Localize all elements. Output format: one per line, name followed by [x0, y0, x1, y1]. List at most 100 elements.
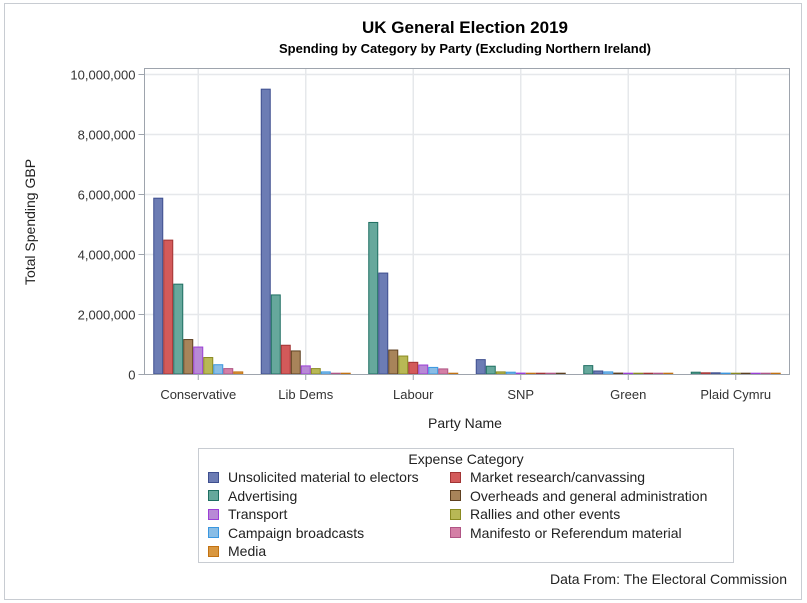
x-axis-label: Party Name [428, 415, 502, 431]
legend-swatch [450, 508, 461, 520]
bar-snp-transport [515, 372, 526, 375]
bar-labour-advertising [368, 221, 379, 375]
bar-conservative-campaign-broadcasts [213, 364, 224, 375]
x-tick-label: Lib Dems [278, 387, 333, 402]
bar-conservative-media [233, 371, 244, 375]
legend-label: Manifesto or Referendum material [470, 524, 682, 541]
bar-conservative-manifesto-or-referendum-material [223, 368, 234, 375]
bar-lib-dems-market-research-canvassing [280, 344, 291, 375]
bar-plaid-cymru-unsolicited-material-to-electors [710, 372, 721, 375]
bar-green-advertising [583, 365, 594, 375]
bar-labour-rallies-and-other-events [398, 355, 409, 375]
y-tick-label: 8,000,000 [78, 128, 136, 143]
axes: 0 2,000,000 4,000,000 6,000,000 8,000,000 10,… [70, 68, 771, 403]
legend-swatch [208, 490, 219, 501]
chart-title: UK General Election 2019 [362, 18, 568, 37]
bar-lib-dems-media [340, 372, 351, 375]
bar-conservative-rallies-and-other-events [203, 357, 214, 375]
bar-snp-campaign-broadcasts [505, 371, 516, 375]
bar-labour-market-research-canvassing [408, 361, 419, 375]
legend-swatch [450, 490, 461, 501]
legend-label: Advertising [228, 487, 298, 504]
bar-snp-market-research-canvassing [535, 372, 546, 375]
bar-plaid-cymru-rallies-and-other-events [730, 372, 741, 375]
legend-label: Campaign broadcasts [228, 524, 365, 541]
bar-lib-dems-rallies-and-other-events [310, 368, 321, 375]
bar-labour-media [448, 372, 459, 375]
legend-label: Overheads and general administration [470, 487, 708, 504]
bar-labour-manifesto-or-referendum-material [438, 368, 449, 375]
bar-green-media [663, 372, 674, 375]
bar-lib-dems-manifesto-or-referendum-material [330, 372, 341, 375]
bar-conservative-unsolicited-material-to-electors [153, 197, 164, 375]
y-tick-label: 6,000,000 [78, 188, 136, 203]
bar-green-campaign-broadcasts [603, 371, 614, 375]
legend-title: Expense Category [408, 451, 524, 467]
bar-snp-manifesto-or-referendum-material [545, 372, 556, 375]
legend-item: Market research/canvassing [450, 469, 645, 485]
bar-conservative-transport [193, 346, 204, 375]
legend-swatch [208, 545, 219, 557]
legend-item: Rallies and other events [450, 506, 620, 522]
bars [153, 88, 781, 375]
legend-label: Market research/canvassing [470, 469, 646, 485]
legend-label: Rallies and other events [470, 506, 621, 522]
bar-lib-dems-advertising [270, 294, 281, 375]
bar-snp-overheads-and-general-administration [555, 372, 566, 375]
bar-snp-unsolicited-material-to-electors [475, 359, 486, 375]
bar-snp-advertising [485, 365, 496, 375]
y-tick-label: 4,000,000 [78, 248, 136, 263]
bar-green-unsolicited-material-to-electors [593, 370, 604, 375]
x-tick-label: Plaid Cymru [700, 387, 771, 402]
bar-plaid-cymru-advertising [690, 371, 701, 375]
legend-item: Campaign broadcasts [208, 525, 364, 541]
bar-green-transport [623, 372, 634, 375]
bar-labour-campaign-broadcasts [428, 366, 439, 375]
bar-green-manifesto-or-referendum-material [653, 372, 664, 375]
bar-plaid-cymru-transport [750, 372, 761, 375]
bar-conservative-market-research-canvassing [163, 239, 174, 375]
legend-label: Transport [228, 506, 288, 522]
bar-lib-dems-transport [300, 365, 311, 375]
legend-label: Media [228, 543, 267, 559]
bar-conservative-advertising [173, 283, 184, 375]
bar-green-rallies-and-other-events [633, 372, 644, 375]
bar-snp-media [525, 372, 536, 375]
legend-label: Unsolicited material to electors [228, 469, 419, 485]
data-source-footnote: Data From: The Electoral Commission [549, 571, 787, 587]
y-axis-label: Total Spending GBP [22, 159, 38, 285]
bar-plaid-cymru-campaign-broadcasts [720, 372, 731, 375]
bar-snp-rallies-and-other-events [495, 371, 506, 375]
y-tick-label: 2,000,000 [78, 308, 136, 323]
bar-lib-dems-campaign-broadcasts [320, 371, 331, 375]
bar-labour-transport [418, 364, 429, 375]
bar-plaid-cymru-manifesto-or-referendum-material [760, 372, 771, 375]
chart-subtitle: Spending by Category by Party (Excluding… [279, 41, 651, 56]
bar-green-overheads-and-general-administration [613, 372, 624, 375]
x-tick-label: Labour [393, 387, 434, 402]
x-tick-label: Green [610, 387, 646, 402]
bar-lib-dems-unsolicited-material-to-electors [260, 88, 271, 375]
x-tick-label: Conservative [160, 387, 236, 402]
gridlines [144, 68, 790, 374]
bar-plaid-cymru-market-research-canvassing [700, 372, 711, 375]
legend-swatch [208, 471, 219, 483]
bar-conservative-overheads-and-general-administration [183, 339, 194, 375]
legend-item: Media [208, 543, 266, 559]
legend-item: Advertising [208, 488, 297, 504]
legend-item: Unsolicited material to electors [208, 469, 419, 485]
legend: Expense Category Unsolicited material to… [198, 448, 734, 563]
y-tick-label: 0 [128, 368, 135, 383]
legend-swatch [450, 527, 461, 538]
plot-area-border [144, 68, 790, 375]
legend-swatch [208, 527, 219, 538]
bar-labour-overheads-and-general-administration [388, 349, 399, 375]
legend-item: Overheads and general administration [450, 488, 707, 504]
bar-labour-unsolicited-material-to-electors [378, 272, 389, 375]
bar-lib-dems-overheads-and-general-administration [290, 350, 301, 375]
legend-item: Manifesto or Referendum material [450, 525, 682, 541]
legend-swatch [450, 471, 461, 483]
bar-plaid-cymru-overheads-and-general-administration [740, 372, 751, 375]
y-tick-label: 10,000,000 [70, 68, 135, 83]
